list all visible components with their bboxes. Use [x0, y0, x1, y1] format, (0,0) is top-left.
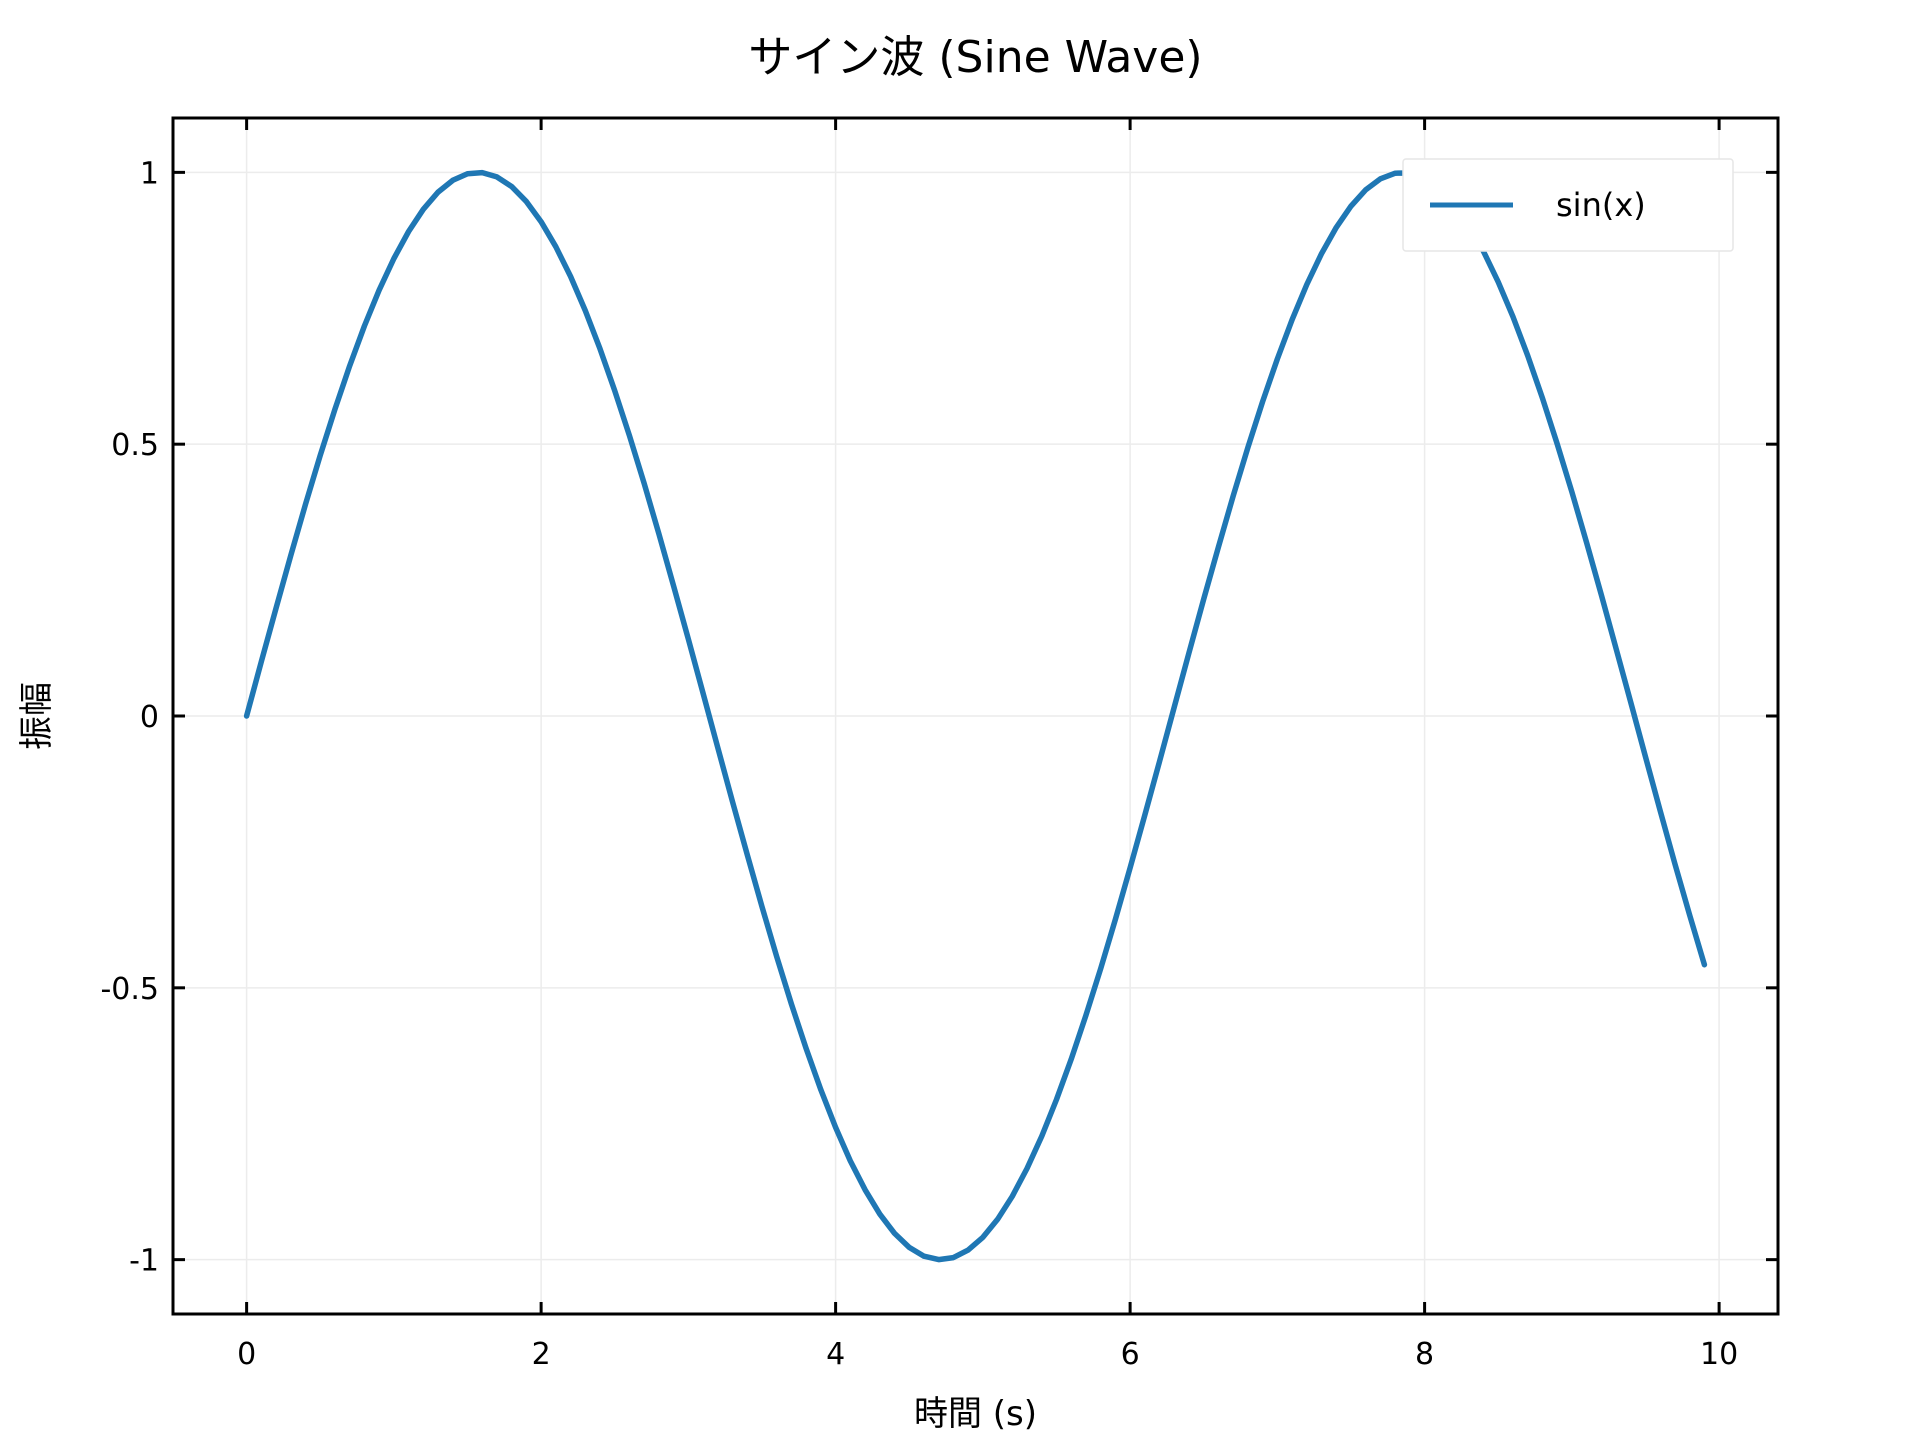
x-axis-label: 時間 (s) [914, 1394, 1037, 1434]
y-tick-label: 0.5 [111, 428, 159, 463]
y-tick-label: 1 [140, 156, 159, 191]
chart-title: サイン波 (Sine Wave) [748, 32, 1202, 83]
x-tick-label: 2 [532, 1337, 551, 1372]
x-tick-label: 0 [237, 1337, 256, 1372]
y-tick-label: 0 [140, 700, 159, 735]
legend-label: sin(x) [1556, 186, 1646, 224]
x-tick-label: 10 [1700, 1337, 1738, 1372]
x-tick-label: 4 [826, 1337, 845, 1372]
legend: sin(x) [1402, 158, 1734, 252]
x-tick-label: 8 [1415, 1337, 1434, 1372]
ticks: 0 2 4 6 8 10 -1 -0.5 0 0.5 1 [100, 118, 1778, 1372]
y-axis-label: 振幅 [17, 682, 57, 750]
legend-box [1402, 158, 1734, 252]
y-tick-label: -1 [129, 1244, 159, 1279]
y-tick-label: -0.5 [100, 972, 159, 1007]
x-tick-label: 6 [1121, 1337, 1140, 1372]
